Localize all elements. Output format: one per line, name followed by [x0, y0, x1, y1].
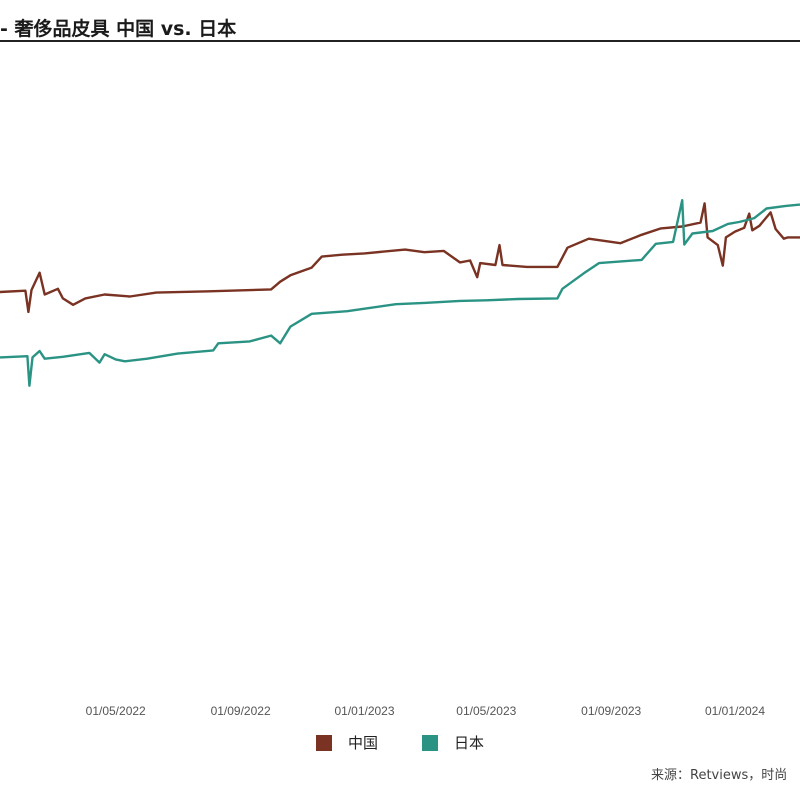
- title-divider: [0, 40, 800, 42]
- series-line-japan: [0, 198, 800, 387]
- legend-label-china: 中国: [347, 734, 378, 752]
- x-axis-ticks: 01/05/2022 01/09/2022 01/01/2023 01/05/2023…: [86, 704, 766, 718]
- legend-swatch-china: [315, 734, 332, 751]
- x-tick-label-4: 01/09/2023: [581, 704, 641, 718]
- chart-title: - 奢侈品皮具 中国 vs. 日本: [0, 18, 237, 40]
- legend-item-japan: 日本: [422, 732, 484, 753]
- source-note: 来源：Retviews，时尚: [651, 768, 788, 783]
- series-line-china: [0, 202, 800, 314]
- x-tick-label-3: 01/05/2023: [456, 704, 516, 718]
- x-tick-label-2: 01/01/2023: [334, 704, 394, 718]
- cropped-header-fragment: .: [440, 0, 452, 3]
- series-lines: [0, 198, 800, 387]
- x-tick-label-1: 01/09/2022: [211, 704, 271, 718]
- chart-legend: 中国 日本: [0, 732, 800, 753]
- legend-item-china: 中国: [315, 732, 378, 753]
- x-tick-label-5: 01/01/2024: [705, 704, 765, 718]
- legend-swatch-japan: [422, 734, 438, 751]
- x-tick-label-0: 01/05/2022: [86, 704, 146, 718]
- legend-label-japan: 日本: [454, 734, 485, 752]
